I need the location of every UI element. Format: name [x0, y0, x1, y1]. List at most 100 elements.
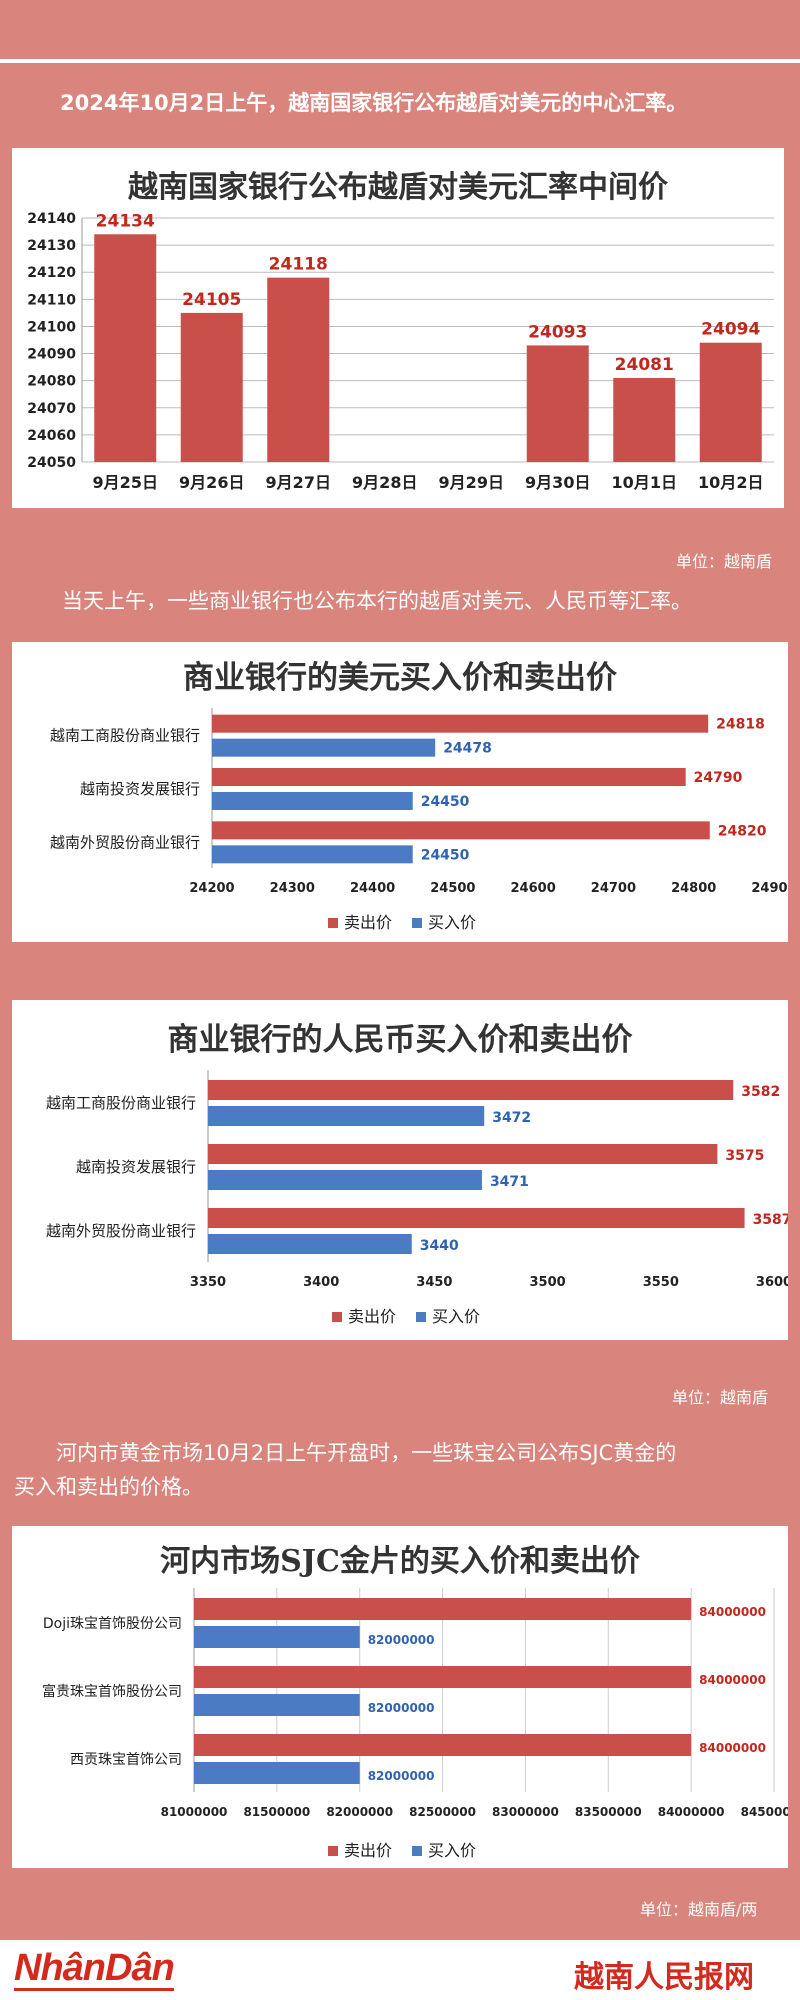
- legend-swatch: [416, 1312, 426, 1322]
- buy-bar: [194, 1762, 360, 1784]
- category-label: 越南外贸股份商业银行: [46, 1222, 196, 1240]
- legend-swatch: [328, 1846, 338, 1856]
- x-tick-label: 9月26日: [179, 473, 244, 492]
- bar: [699, 342, 762, 462]
- data-label: 82000000: [368, 1633, 435, 1647]
- chart3-svg: 3350 3400 3450 3500 3550 3600 越南工商股份商业银行 3582 34…: [46, 1070, 788, 1326]
- gold-text-line2: 买入和卖出的价格。: [14, 1475, 203, 1499]
- chart4-panel: 河内市场SJC金片的买入价和卖出价 81000000 81500000 820000…: [12, 1526, 788, 1868]
- sell-bar: [194, 1666, 692, 1688]
- buy-bar: [194, 1694, 360, 1716]
- unit-label-2: 单位：越南盾: [672, 1388, 769, 1407]
- x-tick-label: 82000000: [326, 1805, 393, 1819]
- x-tick-label: 3500: [530, 1275, 566, 1290]
- x-tick-label: 83500000: [575, 1805, 642, 1819]
- data-label: 24818: [716, 717, 765, 733]
- unit-label-1: 单位：越南盾: [676, 552, 773, 571]
- x-tick-label: 81000000: [161, 1805, 228, 1819]
- x-tick-label: 9月30日: [525, 473, 590, 492]
- x-tick-label: 24700: [591, 881, 636, 896]
- buy-bar: [208, 1106, 485, 1126]
- sell-bar: [212, 714, 709, 733]
- x-tick-label: 24900: [751, 881, 788, 896]
- x-tick-label: 81500000: [243, 1805, 310, 1819]
- sell-bar: [208, 1208, 745, 1228]
- x-tick-label: 10月1日: [612, 473, 677, 492]
- data-label: 84000000: [699, 1673, 766, 1687]
- legend-swatch: [332, 1312, 342, 1322]
- legend-label: 买入价: [432, 1307, 480, 1326]
- buy-bar: [208, 1234, 412, 1254]
- data-label: 82000000: [368, 1769, 435, 1783]
- bar: [94, 234, 157, 462]
- data-label: 24790: [694, 770, 743, 786]
- x-tick-label: 9月28日: [352, 473, 417, 492]
- y-tick-label: 24060: [27, 428, 76, 444]
- y-tick-label: 24080: [27, 374, 76, 390]
- chart2-svg: 24200 24300 24400 24500 24600 24700 24800 24900…: [50, 708, 788, 932]
- data-label: 82000000: [368, 1701, 435, 1715]
- x-tick-label: 24400: [350, 881, 395, 896]
- legend-swatch: [328, 918, 338, 928]
- nhandan-logo[interactable]: NhânDân: [14, 1947, 175, 1991]
- banks-text: 当天上午，一些商业银行也公布本行的越盾对美元、人民币等汇率。: [62, 589, 692, 613]
- x-tick-label: 84000000: [658, 1805, 725, 1819]
- data-label: 24093: [528, 322, 587, 342]
- data-label: 24094: [701, 320, 760, 340]
- category-label: 越南投资发展银行: [76, 1158, 196, 1176]
- y-tick-label: 24120: [27, 265, 76, 281]
- data-label: 84000000: [699, 1605, 766, 1619]
- y-tick-label: 24130: [27, 238, 76, 254]
- data-label: 84000000: [699, 1741, 766, 1755]
- site-name[interactable]: 越南人民报网: [574, 1960, 754, 1995]
- sell-bar: [194, 1598, 692, 1620]
- bar: [613, 377, 676, 462]
- x-tick-label: 83000000: [492, 1805, 559, 1819]
- x-tick-label: 24600: [511, 881, 556, 896]
- sell-bar: [194, 1734, 692, 1756]
- y-tick-label: 24140: [27, 211, 76, 227]
- category-label: 越南工商股份商业银行: [50, 727, 200, 745]
- x-tick-label: 3450: [416, 1275, 452, 1290]
- buy-bar: [194, 1626, 360, 1648]
- x-tick-label: 24500: [430, 881, 475, 896]
- y-tick-label: 24050: [27, 455, 76, 471]
- category-label: 富贵珠宝首饰股份公司: [42, 1683, 182, 1700]
- y-tick-label: 24100: [27, 319, 76, 335]
- category-label: 越南外贸股份商业银行: [50, 833, 200, 851]
- legend-label: 卖出价: [344, 913, 392, 932]
- legend-swatch: [412, 1846, 422, 1856]
- data-label: 24105: [182, 290, 241, 310]
- x-tick-label: 9月27日: [266, 473, 331, 492]
- sell-bar: [212, 768, 686, 786]
- intro-text: 2024年10月2日上午，越南国家银行公布越盾对美元的中心汇率。: [60, 91, 688, 115]
- chart1-title: 越南国家银行公布越盾对美元汇率中间价: [128, 170, 668, 205]
- data-label: 24134: [96, 211, 155, 231]
- y-tick-label: 24070: [27, 401, 76, 417]
- chart4-title: 河内市场SJC金片的买入价和卖出价: [160, 1544, 640, 1579]
- x-tick-label: 9月25日: [93, 473, 158, 492]
- legend-label: 卖出价: [348, 1307, 396, 1326]
- bar: [180, 312, 243, 462]
- chart2-panel: 商业银行的美元买入价和卖出价 24200 24300 24400 24500 24600…: [12, 642, 788, 942]
- category-label: 西贡珠宝首饰公司: [70, 1752, 182, 1768]
- unit-label-3: 单位：越南盾/两: [640, 1900, 758, 1919]
- legend-label: 买入价: [428, 1841, 476, 1860]
- gold-text-line1: 河内市黄金市场10月2日上午开盘时，一些珠宝公司公布SJC黄金的: [56, 1441, 677, 1465]
- legend-label: 买入价: [428, 913, 476, 932]
- legend-label: 卖出价: [344, 1841, 392, 1860]
- chart1-svg: 24050 24060 24070 24080 24090 24100 24110 24120…: [27, 211, 774, 492]
- y-tick-label: 24090: [27, 347, 76, 363]
- sell-bar: [212, 821, 710, 840]
- data-label: 24820: [718, 823, 767, 839]
- data-label: 24450: [421, 794, 470, 810]
- x-tick-label: 3350: [190, 1275, 226, 1290]
- data-label: 3587: [753, 1212, 788, 1228]
- x-tick-label: 24300: [270, 881, 315, 896]
- x-tick-label: 24800: [671, 881, 716, 896]
- buy-bar: [212, 738, 436, 757]
- x-tick-label: 84500000: [741, 1805, 788, 1819]
- x-tick-label: 3550: [643, 1275, 679, 1290]
- chart1-panel: 越南国家银行公布越盾对美元汇率中间价 24050 24060 24070 24080 2…: [12, 148, 784, 508]
- data-label: 24450: [421, 847, 470, 863]
